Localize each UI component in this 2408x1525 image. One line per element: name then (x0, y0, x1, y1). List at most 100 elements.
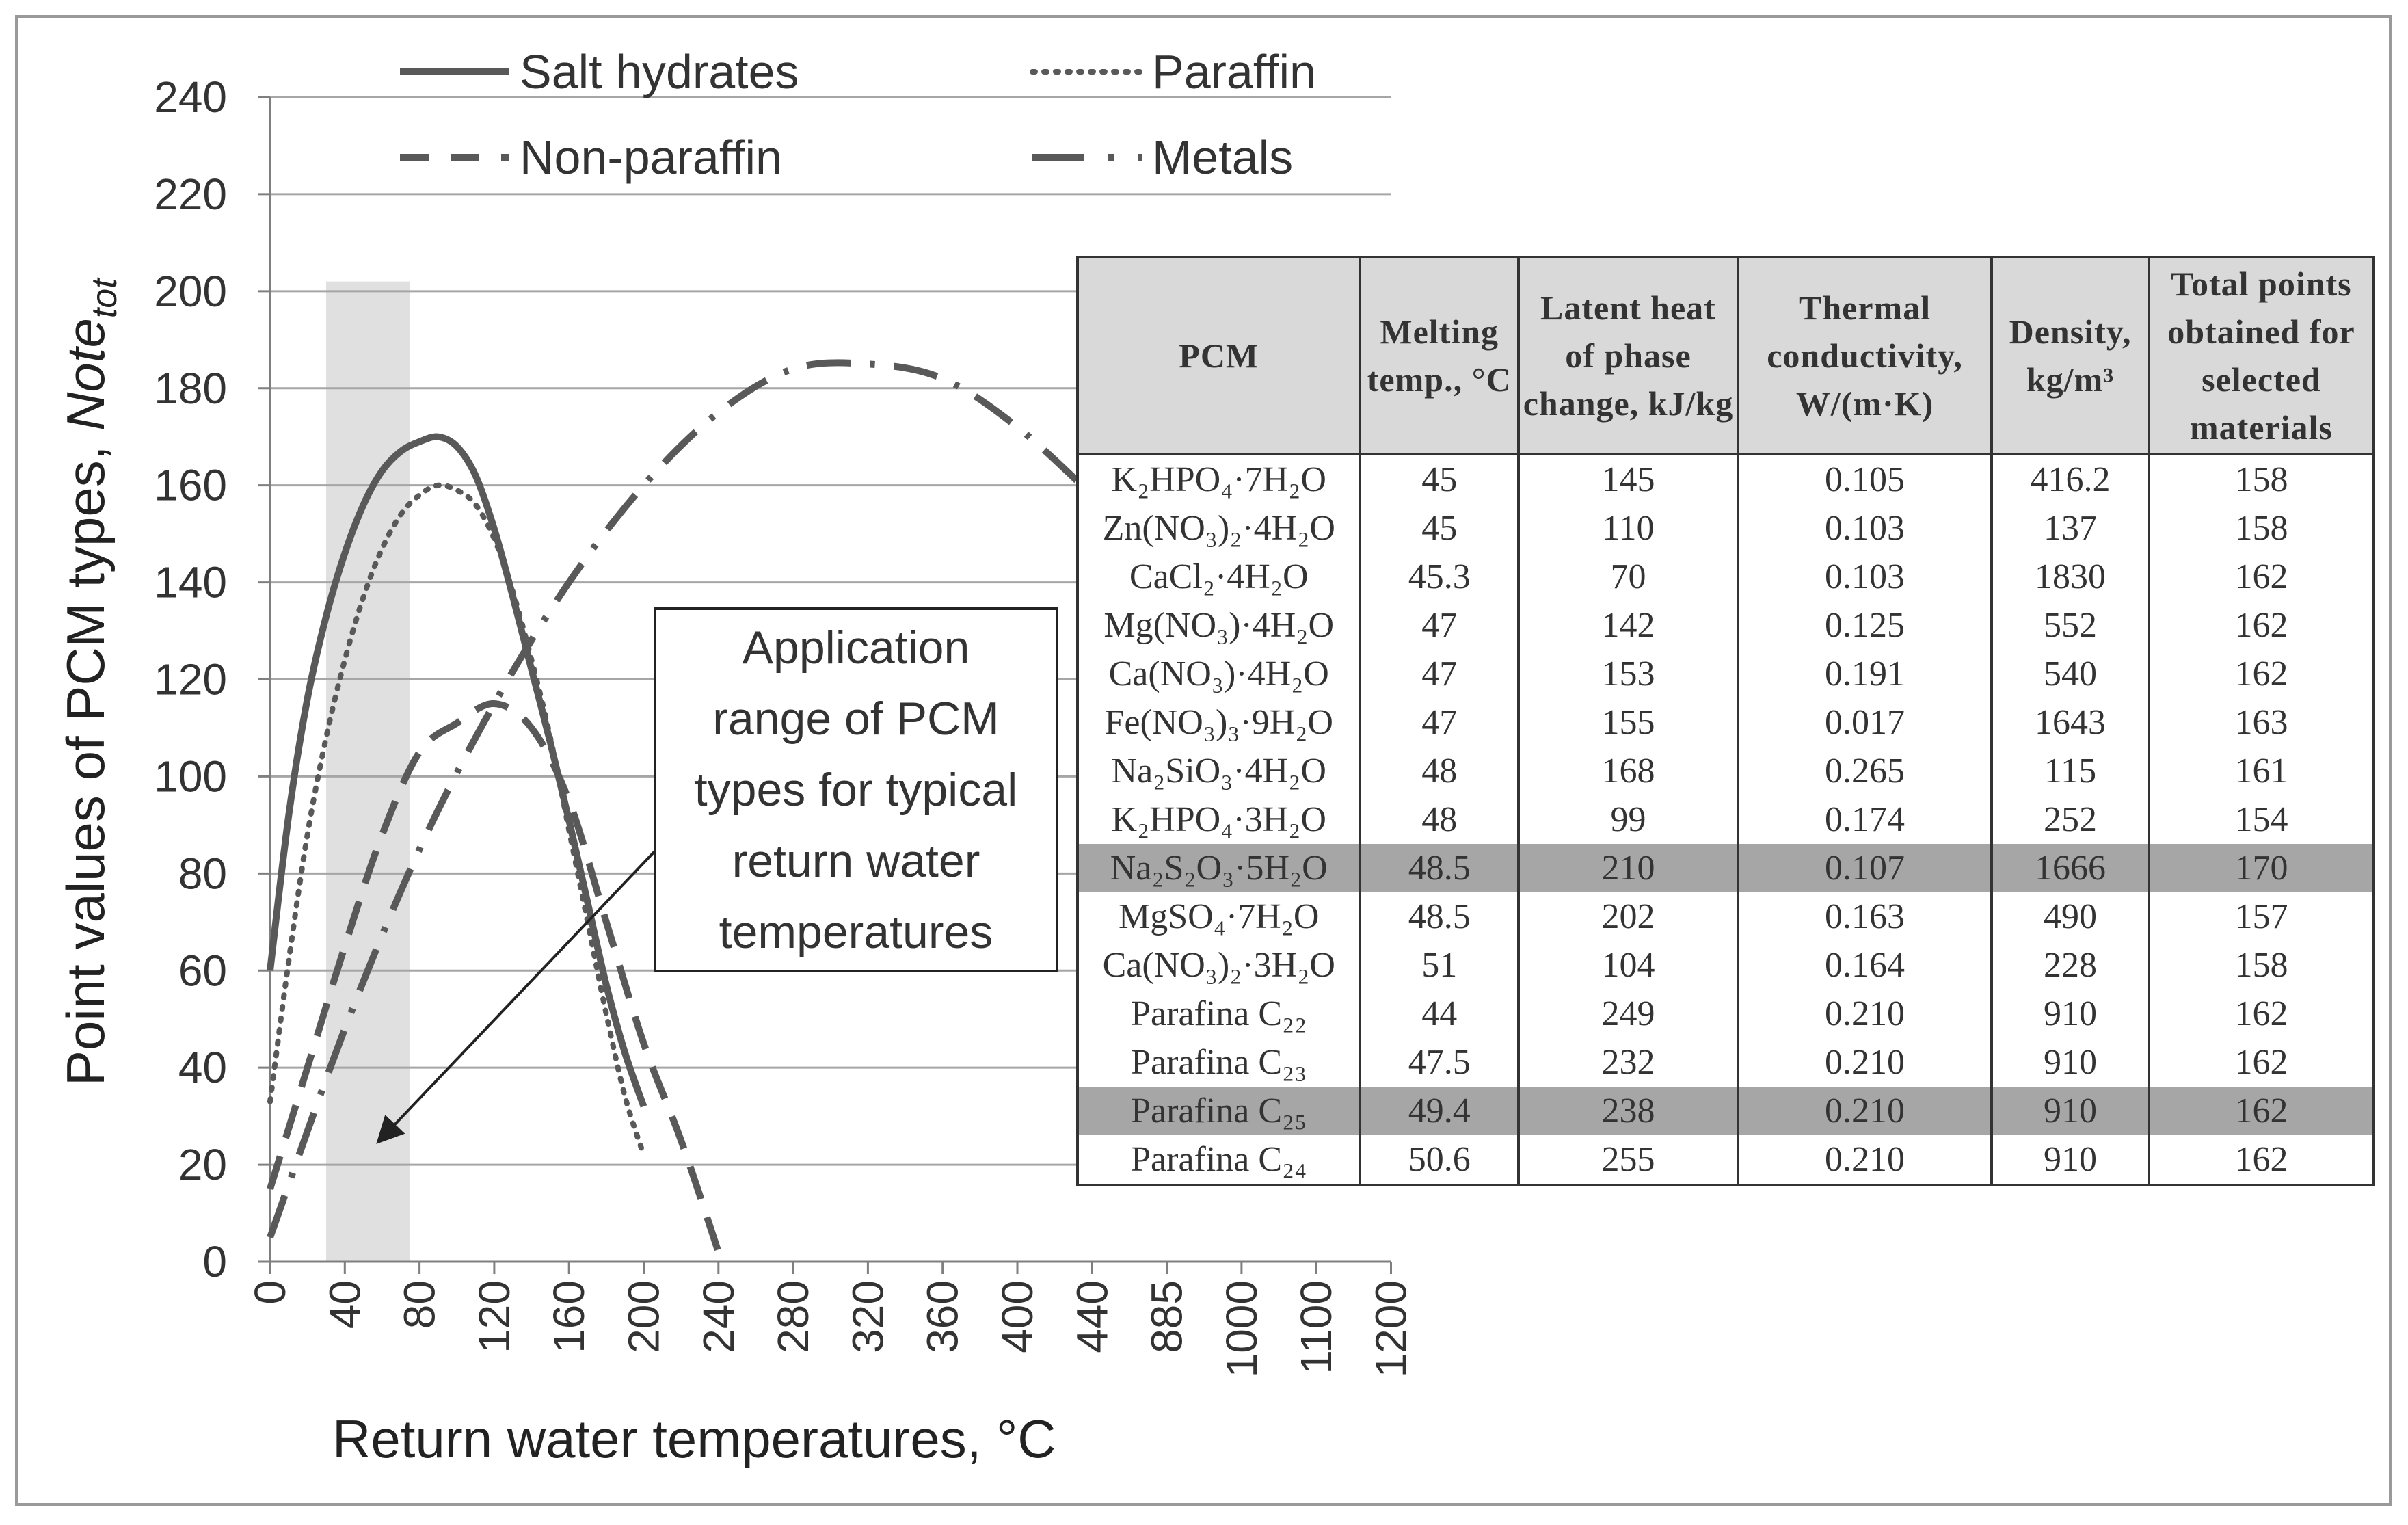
highlight-band (325, 281, 410, 1262)
table-row: Ca(NO₃)₂·3H₂O 51 104 0.164 228 158 (1075, 941, 2376, 990)
table-row: Ca(NO₃)·4H₂O 47 153 0.191 540 162 (1075, 650, 2376, 698)
table-cell: Zn(NO₃)₂·4H₂O (1075, 504, 1362, 553)
y-tick-label: 20 (178, 1140, 227, 1189)
table-cell: Parafina C₂₃ (1075, 1038, 1362, 1087)
table-cell: 48 (1359, 747, 1521, 795)
annotation-text: Application range of PCM types for typic… (694, 622, 1018, 958)
table-cell: 50.6 (1359, 1135, 1521, 1186)
table-row: K₂HPO₄·7H₂O 45 145 0.105 416.2 158 (1075, 454, 2376, 504)
table-header-cell: Melting temp., °C (1359, 256, 1521, 455)
table-cell: 0.017 (1736, 698, 1994, 747)
table-cell: 0.125 (1736, 601, 1994, 650)
x-tick-label: 360 (918, 1280, 967, 1353)
legend-metals-label: Metals (1152, 131, 1293, 184)
table-cell: 47 (1359, 650, 1521, 698)
x-tick-label: 1100 (1292, 1280, 1341, 1375)
table-cell: 47.5 (1359, 1038, 1521, 1087)
x-tick-label: 0 (245, 1280, 295, 1305)
series-paraffin-line (267, 482, 647, 1158)
table-cell: 44 (1359, 990, 1521, 1038)
table-cell: 157 (2147, 892, 2376, 941)
table-cell: 158 (2147, 454, 2376, 504)
table-cell: 158 (2147, 941, 2376, 990)
table-cell: 142 (1517, 601, 1739, 650)
y-axis-title: Point values of PCM types, Notetot (55, 277, 124, 1086)
table-cell: 910 (1990, 1135, 2150, 1186)
table-cell: 210 (1517, 844, 1739, 892)
y-tick-label: 240 (154, 72, 227, 122)
table-cell: 0.107 (1736, 844, 1994, 892)
table-cell: 910 (1990, 990, 2150, 1038)
table-cell: 162 (2147, 601, 2376, 650)
table-cell: Parafina C₂₄ (1075, 1135, 1362, 1186)
table-cell: 162 (2147, 650, 2376, 698)
y-tick-label: 80 (178, 849, 227, 898)
table-cell: 0.191 (1736, 650, 1994, 698)
table-row: Zn(NO₃)₂·4H₂O 45 110 0.103 137 158 (1075, 504, 2376, 553)
y-tick-label: 100 (154, 752, 227, 801)
table-cell: K₂HPO₄·7H₂O (1075, 454, 1362, 504)
x-tick-label: 320 (843, 1280, 892, 1353)
table-cell: 158 (2147, 504, 2376, 553)
series-metals-line (267, 359, 1095, 1239)
table-cell: 1643 (1990, 698, 2150, 747)
table-cell: 249 (1517, 990, 1739, 1038)
legend-paraffin-label: Paraffin (1152, 45, 1316, 98)
table-cell: 162 (2147, 553, 2376, 601)
table-cell: 70 (1517, 553, 1739, 601)
table-cell: 252 (1990, 795, 2150, 844)
y-tick-label: 180 (154, 364, 227, 413)
table-cell: 0.210 (1736, 1038, 1994, 1087)
table-cell: 104 (1517, 941, 1739, 990)
table-cell: 0.103 (1736, 504, 1994, 553)
table-cell: MgSO₄·7H₂O (1075, 892, 1362, 941)
y-tick-label: 120 (154, 655, 227, 704)
y-tick-label: 40 (178, 1043, 227, 1092)
x-tick-label: 240 (694, 1280, 743, 1353)
table-cell: 162 (2147, 1087, 2376, 1135)
table-cell: 45 (1359, 504, 1521, 553)
table-cell: 0.174 (1736, 795, 1994, 844)
table-cell: 162 (2147, 1038, 2376, 1087)
x-tick-label: 440 (1067, 1280, 1116, 1353)
table-cell: 1666 (1990, 844, 2150, 892)
table-row: Na₂SiO₃·4H₂O 48 168 0.265 115 161 (1075, 747, 2376, 795)
table-header-cell: Thermal conductivity, W/(m·K) (1736, 256, 1994, 455)
table-cell: 202 (1517, 892, 1739, 941)
table-cell: 47 (1359, 601, 1521, 650)
pcm-properties-table: PCM Melting temp., °C Latent heat of phase… (1075, 256, 2376, 1186)
x-tick-label: 885 (1142, 1280, 1192, 1353)
table-cell: 255 (1517, 1135, 1739, 1186)
table-cell: 490 (1990, 892, 2150, 941)
table-row: Parafina C₂₄ 50.6 255 0.210 910 162 (1075, 1135, 2376, 1186)
table-cell: K₂HPO₄·3H₂O (1075, 795, 1362, 844)
table-header-cell: Density, kg/m³ (1990, 256, 2150, 455)
table-cell: 238 (1517, 1087, 1739, 1135)
x-tick-label: 40 (320, 1280, 369, 1329)
legend-non-paraffin-label: Non-paraffin (520, 131, 782, 184)
table-cell: 154 (2147, 795, 2376, 844)
table-cell: Mg(NO₃)·4H₂O (1075, 601, 1362, 650)
table-cell: CaCl₂·4H₂O (1075, 553, 1362, 601)
table-cell: 162 (2147, 990, 2376, 1038)
table-cell: Parafina C₂₂ (1075, 990, 1362, 1038)
table-cell: 0.210 (1736, 1087, 1994, 1135)
y-tick-label: 220 (154, 170, 227, 219)
table-cell: 0.105 (1736, 454, 1994, 504)
table-cell: 153 (1517, 650, 1739, 698)
table-cell: Ca(NO₃)·4H₂O (1075, 650, 1362, 698)
table-cell: 162 (2147, 1135, 2376, 1186)
x-tick-label: 120 (470, 1280, 519, 1353)
table-cell: 0.265 (1736, 747, 1994, 795)
table-cell: 910 (1990, 1038, 2150, 1087)
x-tick-label: 80 (395, 1280, 444, 1329)
table-cell: 0.163 (1736, 892, 1994, 941)
table-cell: 232 (1517, 1038, 1739, 1087)
table-row: Parafina C₂₃ 47.5 232 0.210 910 162 (1075, 1038, 2376, 1087)
series-salt-hydrates-line (267, 433, 647, 1108)
x-tick-label: 400 (993, 1280, 1042, 1353)
series-non-paraffin-line (267, 700, 722, 1254)
table-cell: Na₂SiO₃·4H₂O (1075, 747, 1362, 795)
table-cell: Na₂S₂O₃·5H₂O (1075, 844, 1362, 892)
